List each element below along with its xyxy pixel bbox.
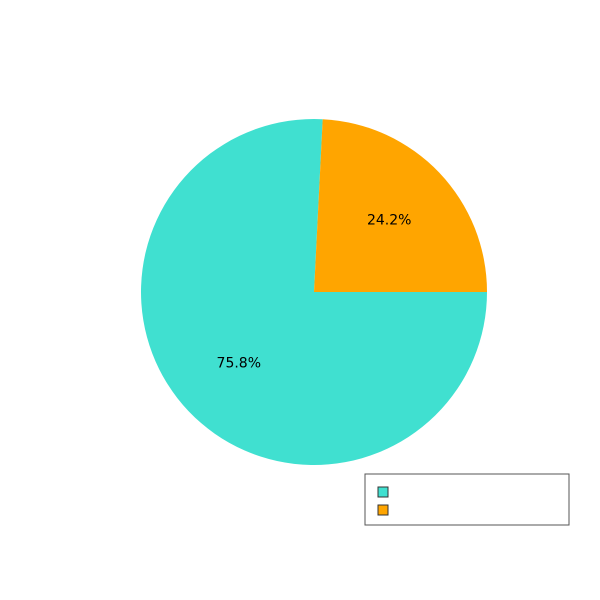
legend-swatch-1 xyxy=(377,504,389,516)
pie-slice-labels: 75.8% 24.2% xyxy=(217,212,412,371)
legend xyxy=(364,473,570,526)
legend-swatch-0 xyxy=(377,486,389,498)
pie-slice-label-0: 75.8% xyxy=(217,356,261,372)
pie-slice-label-1: 24.2% xyxy=(367,212,411,228)
legend-box xyxy=(364,473,570,526)
pie-slices xyxy=(141,119,487,465)
pie-slice-1 xyxy=(314,119,487,292)
